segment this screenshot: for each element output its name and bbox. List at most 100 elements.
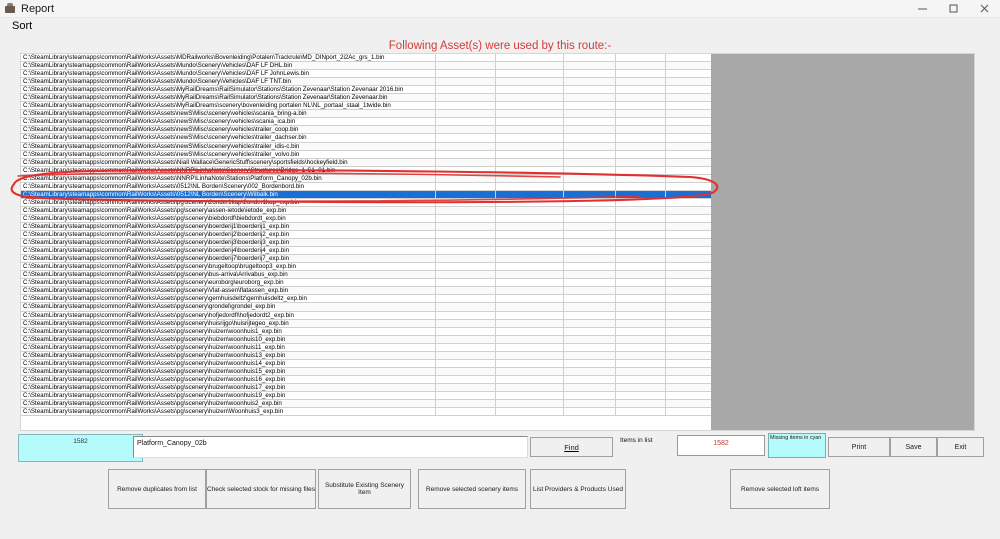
table-row[interactable]: C:\SteamLibrary\steamapps\common\RailWor… bbox=[21, 102, 711, 111]
empty-cell bbox=[666, 215, 711, 222]
table-row[interactable]: C:\SteamLibrary\steamapps\common\RailWor… bbox=[21, 142, 711, 151]
empty-cell bbox=[496, 206, 564, 214]
table-row[interactable]: C:\SteamLibrary\steamapps\common\RailWor… bbox=[21, 78, 711, 87]
selected-item-name-field[interactable]: Platform_Canopy_02b bbox=[133, 436, 528, 458]
empty-cell bbox=[564, 78, 616, 86]
table-row[interactable]: C:\SteamLibrary\steamapps\common\RailWor… bbox=[21, 182, 711, 191]
table-row[interactable]: C:\SteamLibrary\steamapps\common\RailWor… bbox=[21, 391, 711, 401]
empty-cell bbox=[564, 110, 616, 118]
empty-cell bbox=[666, 384, 711, 391]
empty-cell bbox=[666, 312, 711, 319]
table-row[interactable]: C:\SteamLibrary\steamapps\common\RailWor… bbox=[21, 206, 711, 215]
minimize-icon[interactable] bbox=[907, 0, 938, 17]
remove-duplicates-button[interactable]: Remove duplicates from list bbox=[108, 469, 206, 509]
empty-cell bbox=[616, 391, 666, 400]
asset-path-cell: C:\SteamLibrary\steamapps\common\RailWor… bbox=[21, 231, 436, 239]
empty-cell bbox=[564, 166, 616, 174]
asset-path-cell: C:\SteamLibrary\steamapps\common\RailWor… bbox=[21, 150, 436, 158]
table-row[interactable]: C:\SteamLibrary\steamapps\common\RailWor… bbox=[21, 335, 711, 344]
table-row[interactable]: C:\SteamLibrary\steamapps\common\RailWor… bbox=[21, 287, 711, 296]
asset-path-cell: C:\SteamLibrary\steamapps\common\RailWor… bbox=[21, 78, 436, 86]
table-row[interactable]: C:\SteamLibrary\steamapps\common\RailWor… bbox=[21, 158, 711, 167]
close-icon[interactable] bbox=[969, 0, 1000, 17]
empty-cell bbox=[666, 151, 711, 158]
menubar: Sort bbox=[0, 18, 1000, 33]
empty-cell bbox=[616, 231, 666, 239]
list-providers-button[interactable]: List Providers & Products Used bbox=[530, 469, 626, 509]
table-row[interactable]: C:\SteamLibrary\steamapps\common\RailWor… bbox=[21, 400, 711, 409]
table-row[interactable]: C:\SteamLibrary\steamapps\common\RailWor… bbox=[21, 94, 711, 103]
empty-cell bbox=[616, 102, 666, 110]
find-button[interactable]: Find bbox=[530, 437, 613, 457]
menu-sort[interactable]: Sort bbox=[12, 19, 33, 32]
asset-list-rows[interactable]: C:\SteamLibrary\steamapps\common\RailWor… bbox=[21, 54, 711, 430]
empty-cell bbox=[496, 182, 564, 190]
table-row[interactable]: C:\SteamLibrary\steamapps\common\RailWor… bbox=[21, 408, 711, 417]
table-row[interactable]: C:\SteamLibrary\steamapps\common\RailWor… bbox=[21, 214, 711, 223]
check-missing-files-button[interactable]: Check selected stock for missing files bbox=[206, 469, 316, 509]
empty-cell bbox=[564, 271, 616, 279]
empty-cell bbox=[616, 319, 666, 327]
table-row[interactable]: C:\SteamLibrary\steamapps\common\RailWor… bbox=[21, 231, 711, 240]
empty-cell bbox=[666, 175, 711, 182]
substitute-scenery-item-button[interactable]: Substitute Existing Scenery Item bbox=[318, 469, 411, 509]
asset-path-cell: C:\SteamLibrary\steamapps\common\RailWor… bbox=[21, 198, 436, 206]
table-row[interactable]: C:\SteamLibrary\steamapps\common\RailWor… bbox=[21, 351, 711, 360]
table-row[interactable]: C:\SteamLibrary\steamapps\common\RailWor… bbox=[21, 343, 711, 352]
empty-cell bbox=[666, 320, 711, 327]
table-row[interactable]: C:\SteamLibrary\steamapps\common\RailWor… bbox=[21, 86, 711, 95]
table-row[interactable]: C:\SteamLibrary\steamapps\common\RailWor… bbox=[21, 255, 711, 264]
table-row[interactable]: C:\SteamLibrary\steamapps\common\RailWor… bbox=[21, 62, 711, 71]
table-row[interactable]: C:\SteamLibrary\steamapps\common\RailWor… bbox=[21, 375, 711, 384]
table-row[interactable]: C:\SteamLibrary\steamapps\common\RailWor… bbox=[21, 239, 711, 248]
print-button[interactable]: Print bbox=[828, 437, 890, 457]
remove-loft-items-button[interactable]: Remove selected loft items bbox=[730, 469, 830, 509]
table-row[interactable]: C:\SteamLibrary\steamapps\common\RailWor… bbox=[21, 110, 711, 119]
empty-cell bbox=[616, 134, 666, 142]
empty-cell bbox=[666, 126, 711, 133]
table-row[interactable]: C:\SteamLibrary\steamapps\common\RailWor… bbox=[21, 134, 711, 143]
empty-cell bbox=[564, 150, 616, 158]
table-row[interactable]: C:\SteamLibrary\steamapps\common\RailWor… bbox=[21, 174, 711, 183]
table-row[interactable]: C:\SteamLibrary\steamapps\common\RailWor… bbox=[21, 70, 711, 79]
empty-cell bbox=[616, 190, 666, 198]
table-row[interactable]: C:\SteamLibrary\steamapps\common\RailWor… bbox=[21, 150, 711, 159]
table-row[interactable]: C:\SteamLibrary\steamapps\common\RailWor… bbox=[21, 166, 711, 175]
table-row[interactable]: C:\SteamLibrary\steamapps\common\RailWor… bbox=[21, 367, 711, 376]
empty-cell bbox=[436, 70, 496, 78]
remove-scenery-items-button[interactable]: Remove selected scenery items bbox=[418, 469, 526, 509]
table-row[interactable]: C:\SteamLibrary\steamapps\common\RailWor… bbox=[21, 247, 711, 256]
table-row[interactable]: C:\SteamLibrary\steamapps\common\RailWor… bbox=[21, 383, 711, 392]
table-row[interactable]: C:\SteamLibrary\steamapps\common\RailWor… bbox=[21, 118, 711, 127]
empty-cell bbox=[436, 126, 496, 134]
empty-cell bbox=[616, 367, 666, 375]
table-row[interactable]: C:\SteamLibrary\steamapps\common\RailWor… bbox=[21, 279, 711, 288]
table-row[interactable]: C:\SteamLibrary\steamapps\common\RailWor… bbox=[21, 222, 711, 232]
table-row[interactable]: C:\SteamLibrary\steamapps\common\RailWor… bbox=[21, 295, 711, 304]
save-button[interactable]: Save bbox=[890, 437, 937, 457]
empty-cell bbox=[496, 110, 564, 118]
table-row[interactable]: C:\SteamLibrary\steamapps\common\RailWor… bbox=[21, 319, 711, 328]
table-row[interactable]: C:\SteamLibrary\steamapps\common\RailWor… bbox=[21, 311, 711, 320]
table-row[interactable]: C:\SteamLibrary\steamapps\common\RailWor… bbox=[21, 54, 711, 63]
table-row[interactable]: C:\SteamLibrary\steamapps\common\RailWor… bbox=[21, 126, 711, 135]
table-row[interactable]: C:\SteamLibrary\steamapps\common\RailWor… bbox=[21, 271, 711, 280]
asset-list-grid[interactable]: C:\SteamLibrary\steamapps\common\RailWor… bbox=[20, 53, 975, 431]
table-row[interactable]: C:\SteamLibrary\steamapps\common\RailWor… bbox=[21, 327, 711, 336]
table-row[interactable]: C:\SteamLibrary\steamapps\common\RailWor… bbox=[21, 359, 711, 368]
empty-cell bbox=[436, 150, 496, 158]
empty-cell bbox=[564, 287, 616, 295]
empty-cell bbox=[496, 150, 564, 158]
table-row[interactable]: C:\SteamLibrary\steamapps\common\RailWor… bbox=[21, 190, 711, 199]
exit-button[interactable]: Exit bbox=[937, 437, 984, 457]
empty-cell bbox=[666, 255, 711, 262]
table-row[interactable]: C:\SteamLibrary\steamapps\common\RailWor… bbox=[21, 303, 711, 312]
asset-path-cell: C:\SteamLibrary\steamapps\common\RailWor… bbox=[21, 383, 436, 391]
empty-cell bbox=[666, 207, 711, 214]
table-row[interactable]: C:\SteamLibrary\steamapps\common\RailWor… bbox=[21, 263, 711, 272]
table-row[interactable]: C:\SteamLibrary\steamapps\common\RailWor… bbox=[21, 198, 711, 207]
empty-cell bbox=[616, 311, 666, 319]
empty-cell bbox=[666, 118, 711, 125]
empty-cell bbox=[666, 231, 711, 238]
maximize-icon[interactable] bbox=[938, 0, 969, 17]
